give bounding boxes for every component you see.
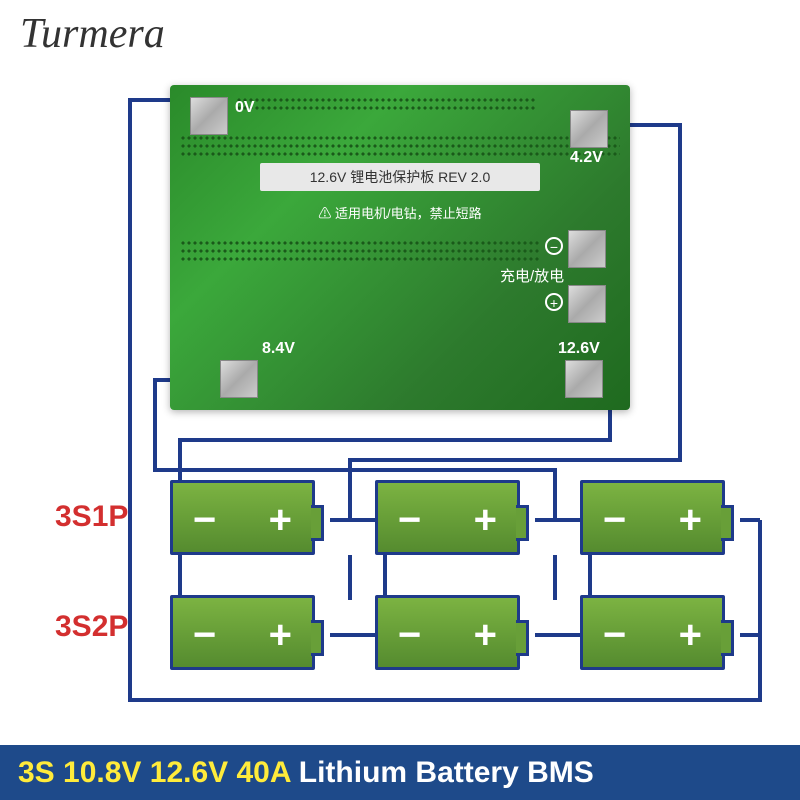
battery-cell: −+	[170, 480, 315, 555]
pcb-warning-label: ⚠ 适用电机/电钻，禁止短路	[260, 203, 540, 222]
battery-cell: −+	[580, 595, 725, 670]
plus-icon: +	[545, 293, 563, 311]
battery-cell: −+	[375, 480, 520, 555]
row-label-3s2p: 3S2P	[55, 610, 128, 644]
pad-4-2v	[570, 110, 608, 148]
pad-0v-label: 0V	[235, 99, 255, 117]
footer-rest: Lithium Battery BMS	[290, 756, 593, 789]
pad-12-6v-label: 12.6V	[558, 340, 600, 358]
pad-8-4v-label: 8.4V	[262, 340, 295, 358]
battery-cell: −+	[170, 595, 315, 670]
footer-bar: 3S 10.8V 12.6V 40A Lithium Battery BMS	[0, 745, 800, 800]
battery-cell: −+	[580, 480, 725, 555]
pcb-title-label: 12.6V 锂电池保护板 REV 2.0	[260, 163, 540, 191]
pad-0v	[190, 97, 228, 135]
pad-12-6v	[565, 360, 603, 398]
row-label-3s1p: 3S1P	[55, 500, 128, 534]
charge-discharge-label: 充电/放电	[500, 265, 564, 286]
bms-pcb: 12.6V 锂电池保护板 REV 2.0 ⚠ 适用电机/电钻，禁止短路 0V 4…	[170, 85, 630, 410]
pad-8-4v	[220, 360, 258, 398]
pad-4-2v-label: 4.2V	[570, 149, 603, 167]
footer-highlight: 3S 10.8V 12.6V 40A	[18, 756, 290, 789]
pad-out-plus	[568, 285, 606, 323]
pad-out-minus	[568, 230, 606, 268]
minus-icon: −	[545, 237, 563, 255]
battery-cell: −+	[375, 595, 520, 670]
